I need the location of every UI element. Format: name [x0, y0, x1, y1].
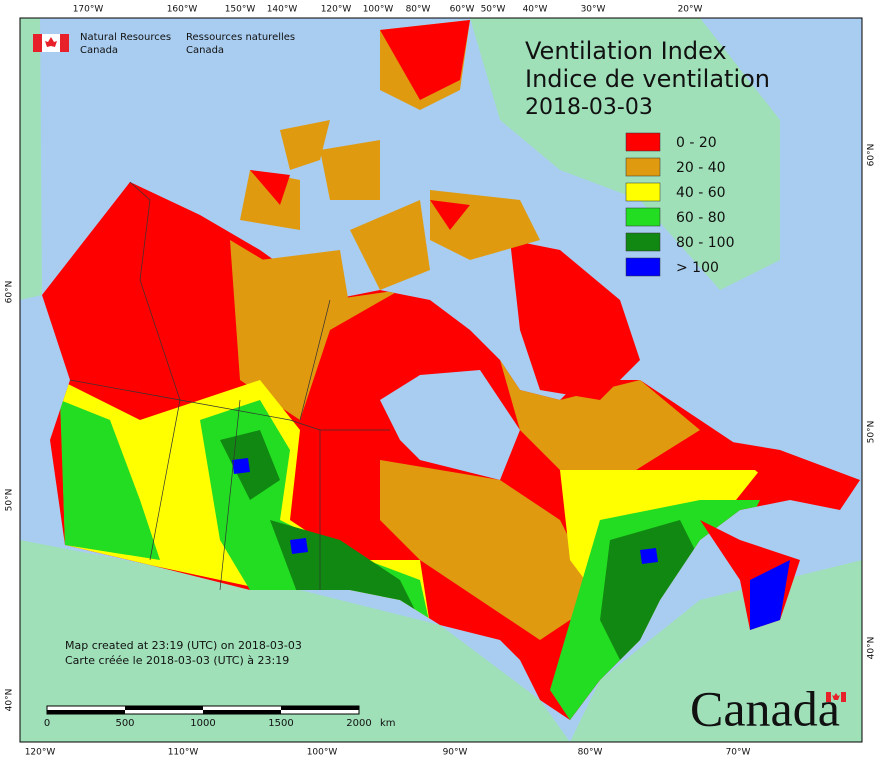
graticule-label: 100°W — [307, 748, 338, 758]
date: 2018-03-03 — [525, 95, 653, 120]
graticule-label: 120°W — [321, 5, 352, 15]
credit: Carte créée le 2018-03-03 (UTC) à 23:19 — [65, 654, 289, 667]
graticule-label: 50°N — [5, 489, 15, 512]
legend-swatch — [625, 257, 661, 277]
title: Ventilation Index — [525, 37, 727, 65]
credit: Map created at 23:19 (UTC) on 2018-03-03 — [65, 639, 302, 652]
scale-label: 500 — [115, 718, 134, 729]
scale-bar-segment — [125, 706, 203, 710]
legend-swatch — [625, 157, 661, 177]
maritimes — [700, 440, 860, 630]
flag-bar — [841, 692, 846, 702]
graticule-label: 40°W — [523, 5, 548, 15]
scale-unit: km — [380, 718, 396, 729]
graticule-label: 100°W — [363, 5, 394, 15]
graticule-label: 40°N — [867, 637, 877, 660]
scale-label: 2000 — [346, 718, 371, 729]
graticule-label: 80°W — [578, 748, 603, 758]
graticule-label: 80°W — [406, 5, 431, 15]
scale-label: 0 — [44, 718, 50, 729]
legend-swatch — [625, 182, 661, 202]
arctic-islands — [240, 20, 540, 330]
graticule: 170°W 160°W 150°W 140°W 120°W 100°W 80°W 60°W 50… — [5, 5, 877, 758]
province-borders — [69, 181, 390, 591]
graticule-label: 170°W — [73, 5, 104, 15]
legend-label: 0 - 20 — [676, 135, 717, 151]
scale-label: 1500 — [268, 718, 293, 729]
agency-text: Ressources naturelles — [186, 32, 295, 43]
scale-bar-segment — [281, 706, 359, 710]
graticule-label: 60°N — [867, 144, 877, 167]
graticule-label: 20°W — [678, 5, 703, 15]
legend-swatch — [625, 207, 661, 227]
agency-text: Canada — [80, 45, 118, 56]
scale-bar-segment — [47, 710, 125, 714]
graticule-label: 50°N — [867, 421, 877, 444]
neighbor-land — [20, 18, 862, 742]
graticule-label: 60°N — [5, 281, 15, 304]
graticule-label: 90°W — [443, 748, 468, 758]
legend-label: 60 - 80 — [676, 210, 726, 226]
wordmark: Canada — [690, 680, 840, 736]
flag-bar — [826, 692, 831, 702]
graticule-label: 30°W — [581, 5, 606, 15]
zone — [60, 400, 760, 720]
arctic-islands — [250, 20, 470, 230]
graticule-label: 110°W — [168, 748, 199, 758]
graticule-label: 70°W — [726, 748, 751, 758]
legend-swatch — [625, 232, 661, 252]
scale-label: 1000 — [190, 718, 215, 729]
graticule-label: 40°N — [5, 689, 15, 712]
baffin-island — [510, 240, 640, 400]
graticule-label: 160°W — [167, 5, 198, 15]
legend: 0 - 20 20 - 40 40 - 60 60 - 80 80 - 100 > 100 — [625, 132, 735, 277]
legend-swatch — [625, 132, 661, 152]
map-frame — [19, 17, 863, 743]
hudson-bay — [380, 370, 520, 480]
graticule-label: 140°W — [267, 5, 298, 15]
legend-label: > 100 — [676, 260, 719, 276]
nova-scotia — [750, 560, 790, 630]
agency-signature: Natural Resources Canada Ressources natu… — [33, 32, 295, 56]
agency-text: Natural Resources — [80, 32, 171, 43]
graticule-label: 120°W — [25, 748, 56, 758]
graticule-label: 50°W — [481, 5, 506, 15]
scale-bar-segment — [203, 710, 281, 714]
graticule-label: 150°W — [225, 5, 256, 15]
legend-label: 20 - 40 — [676, 160, 726, 176]
flag-bar — [33, 34, 42, 52]
scale-bar: 0 500 1000 1500 2000 km — [44, 705, 396, 729]
legend-label: 80 - 100 — [676, 235, 735, 251]
maple-leaf — [832, 693, 840, 700]
graticule-label: 60°W — [450, 5, 475, 15]
title: Indice de ventilation — [525, 65, 770, 93]
flag-bar — [60, 34, 69, 52]
maple-leaf — [45, 37, 57, 47]
agency-text: Canada — [186, 45, 224, 56]
canada-wordmark: Canada — [690, 680, 846, 736]
greenland — [470, 18, 780, 290]
legend-label: 40 - 60 — [676, 185, 726, 201]
